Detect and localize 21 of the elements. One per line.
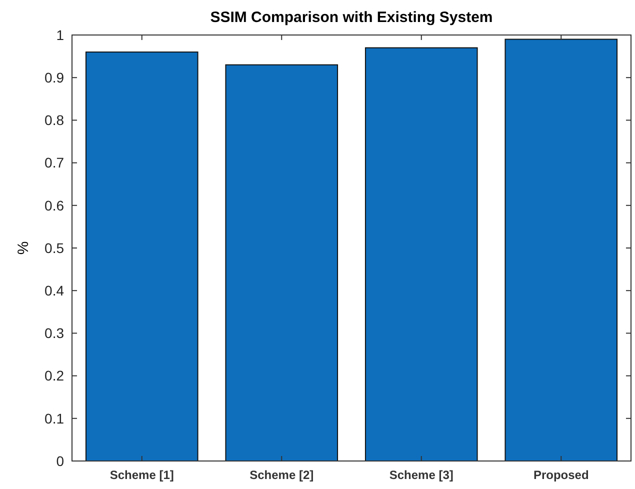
x-tick-label: Proposed [533,468,589,482]
y-tick-label: 0.4 [44,282,64,298]
y-tick-label: 0.6 [44,197,64,214]
y-tick-label: 0.5 [44,240,64,256]
x-tick-label: Scheme [2] [250,468,314,482]
bar [85,52,198,462]
x-tick-label: Scheme [3] [389,468,454,482]
bar [504,38,618,462]
y-axis-title: % [15,241,32,255]
y-tick-label: 0.3 [44,325,64,342]
y-tick-label: 0.1 [44,410,64,426]
x-tick-label: Scheme [1] [110,468,174,482]
bar [225,64,338,462]
y-tick-label: 0.2 [44,368,64,384]
y-tick-label: 0.8 [44,112,64,128]
bar [364,47,478,462]
chart-title: SSIM Comparison with Existing System [210,9,493,26]
y-tick-label: 0 [56,452,64,469]
y-tick-label: 0.7 [44,154,64,171]
y-tick-label: 1 [56,26,64,43]
y-tick-label: 0.9 [44,70,64,86]
